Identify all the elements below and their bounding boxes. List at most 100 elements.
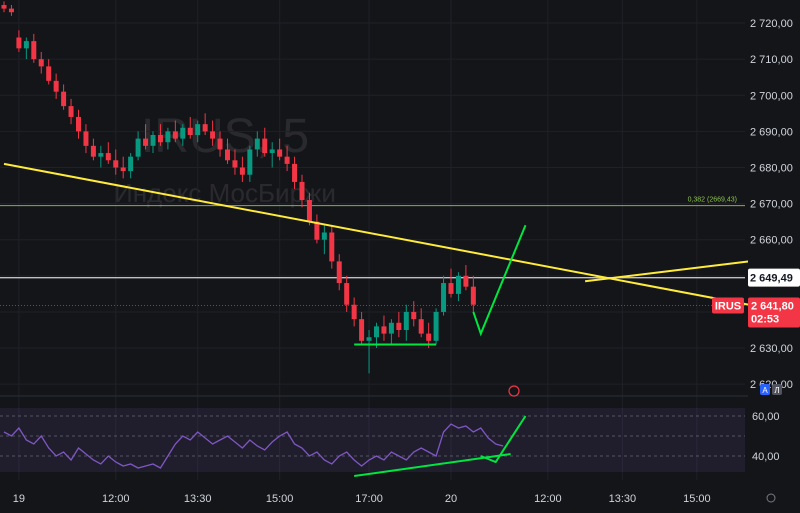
candle	[210, 120, 216, 146]
symbol-watermark: IRUS, 5 Индекс МосБиржи	[114, 110, 336, 208]
candle	[165, 127, 171, 150]
y-tick-label: 2 670,00	[750, 199, 793, 211]
last-price-symbol: IRUS	[715, 300, 741, 312]
scale-badge[interactable]	[772, 384, 782, 395]
candle	[247, 145, 253, 182]
last-price-symbol-tag	[712, 297, 744, 314]
candle	[344, 275, 350, 312]
candle	[321, 225, 327, 255]
y-tick-label: 2 690,00	[750, 126, 793, 138]
x-tick-label: 13:30	[609, 493, 637, 505]
last-price-tag	[748, 297, 800, 328]
rsi-y-tick-label: 40,00	[752, 451, 780, 463]
candle	[284, 145, 290, 172]
alert-icon[interactable]	[508, 385, 520, 397]
candle	[351, 297, 357, 327]
candle	[53, 73, 59, 99]
candle	[195, 120, 201, 143]
candle	[31, 33, 37, 63]
y-tick-label: 2 710,00	[750, 54, 793, 66]
candle	[128, 153, 134, 179]
countdown-text: 02:53	[751, 313, 779, 325]
candle	[396, 311, 402, 338]
crosshair-price-text: 2 649,49	[750, 273, 793, 285]
time-axis[interactable]	[0, 486, 800, 513]
candle	[16, 30, 22, 52]
price-projection-arrow[interactable]	[472, 224, 527, 337]
candle	[157, 124, 163, 146]
watermark-description: Индекс МосБиржи	[114, 178, 336, 208]
candle	[359, 311, 365, 345]
price-axis[interactable]	[748, 0, 800, 513]
candle	[105, 142, 111, 164]
candle	[463, 265, 469, 291]
candle	[411, 301, 417, 327]
candle	[38, 51, 44, 74]
last-price-text: 2 641,80	[751, 300, 794, 312]
candle	[232, 149, 238, 175]
x-tick-label: 19	[13, 493, 25, 505]
candle	[150, 131, 156, 154]
candle	[83, 124, 89, 154]
y-tick-label: 2 700,00	[750, 90, 793, 102]
x-tick-label: 15:00	[266, 493, 294, 505]
candle	[180, 124, 186, 146]
candle	[135, 131, 141, 161]
candle	[61, 84, 67, 110]
y-tick-label: 2 620,00	[750, 379, 793, 391]
trendline-down[interactable]	[3, 162, 750, 306]
candle	[433, 308, 439, 345]
candle	[455, 272, 461, 302]
candle	[269, 142, 275, 168]
candle	[336, 254, 342, 291]
rsi-band	[0, 408, 745, 472]
candle	[68, 98, 74, 125]
candle	[239, 156, 245, 182]
candle	[381, 315, 387, 341]
candle	[470, 275, 476, 312]
candle	[113, 149, 119, 175]
y-tick-label: 2 680,00	[750, 163, 793, 175]
candle	[388, 319, 394, 345]
y-tick-label: 2 720,00	[750, 18, 793, 30]
scale-badge-label: Л	[774, 386, 779, 395]
candle	[441, 275, 447, 316]
candle	[120, 156, 126, 179]
candle	[306, 192, 312, 226]
trendline-up[interactable]	[584, 260, 750, 283]
x-tick-label: 20	[445, 493, 457, 505]
candle	[1, 1, 7, 13]
candle	[217, 131, 223, 157]
candle	[366, 330, 372, 374]
candle	[23, 37, 29, 60]
candle	[403, 304, 409, 341]
rsi-y-tick-label: 60,00	[752, 411, 780, 423]
rsi-projection-arrow[interactable]	[480, 415, 527, 464]
candle	[172, 120, 178, 143]
candle	[329, 225, 335, 269]
fib-label: 0,382 (2669,43)	[688, 197, 737, 204]
x-tick-label: 17:00	[355, 493, 383, 505]
candle	[299, 174, 305, 208]
candle	[90, 138, 96, 161]
scale-badge-label: A	[762, 386, 768, 395]
candle	[202, 113, 208, 135]
x-tick-label: 13:30	[184, 493, 212, 505]
candle	[143, 124, 149, 150]
candle	[292, 156, 298, 190]
candle	[46, 59, 52, 85]
settings-icon[interactable]	[766, 493, 776, 503]
candle	[254, 131, 260, 157]
scale-badge[interactable]	[760, 384, 770, 395]
candle	[76, 109, 81, 139]
y-tick-label: 2 660,00	[750, 235, 793, 247]
candle	[277, 138, 283, 161]
candle	[225, 138, 230, 164]
candle	[262, 127, 268, 157]
x-tick-label: 15:00	[683, 493, 711, 505]
crosshair-price-tag	[748, 268, 800, 287]
y-tick-label: 2 630,00	[750, 343, 793, 355]
candle	[98, 145, 104, 168]
